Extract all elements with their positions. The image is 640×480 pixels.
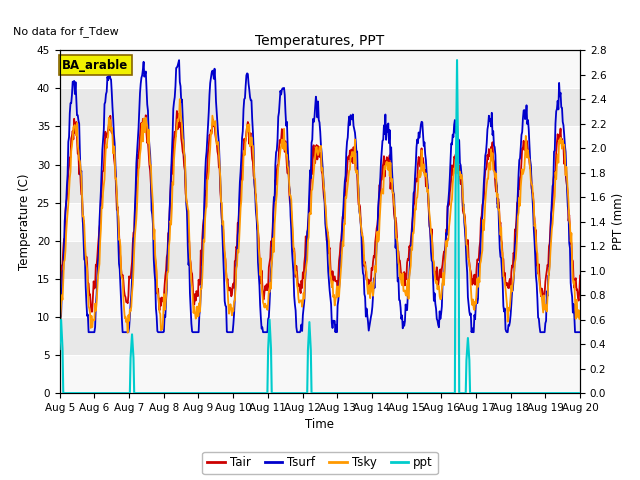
Legend: Tair, Tsurf, Tsky, ppt: Tair, Tsurf, Tsky, ppt [202,452,438,474]
X-axis label: Time: Time [305,419,334,432]
Bar [60,241,580,279]
Bar [60,165,580,203]
Title: Temperatures, PPT: Temperatures, PPT [255,34,385,48]
Bar [60,88,580,126]
Bar [60,317,580,355]
Text: No data for f_Tdew: No data for f_Tdew [13,25,118,36]
Y-axis label: Temperature (C): Temperature (C) [18,173,31,270]
Bar [60,279,580,317]
Bar [60,50,580,88]
Text: BA_arable: BA_arable [62,59,129,72]
Y-axis label: PPT (mm): PPT (mm) [612,193,625,251]
Bar [60,126,580,165]
Bar [60,355,580,393]
Bar [60,203,580,241]
